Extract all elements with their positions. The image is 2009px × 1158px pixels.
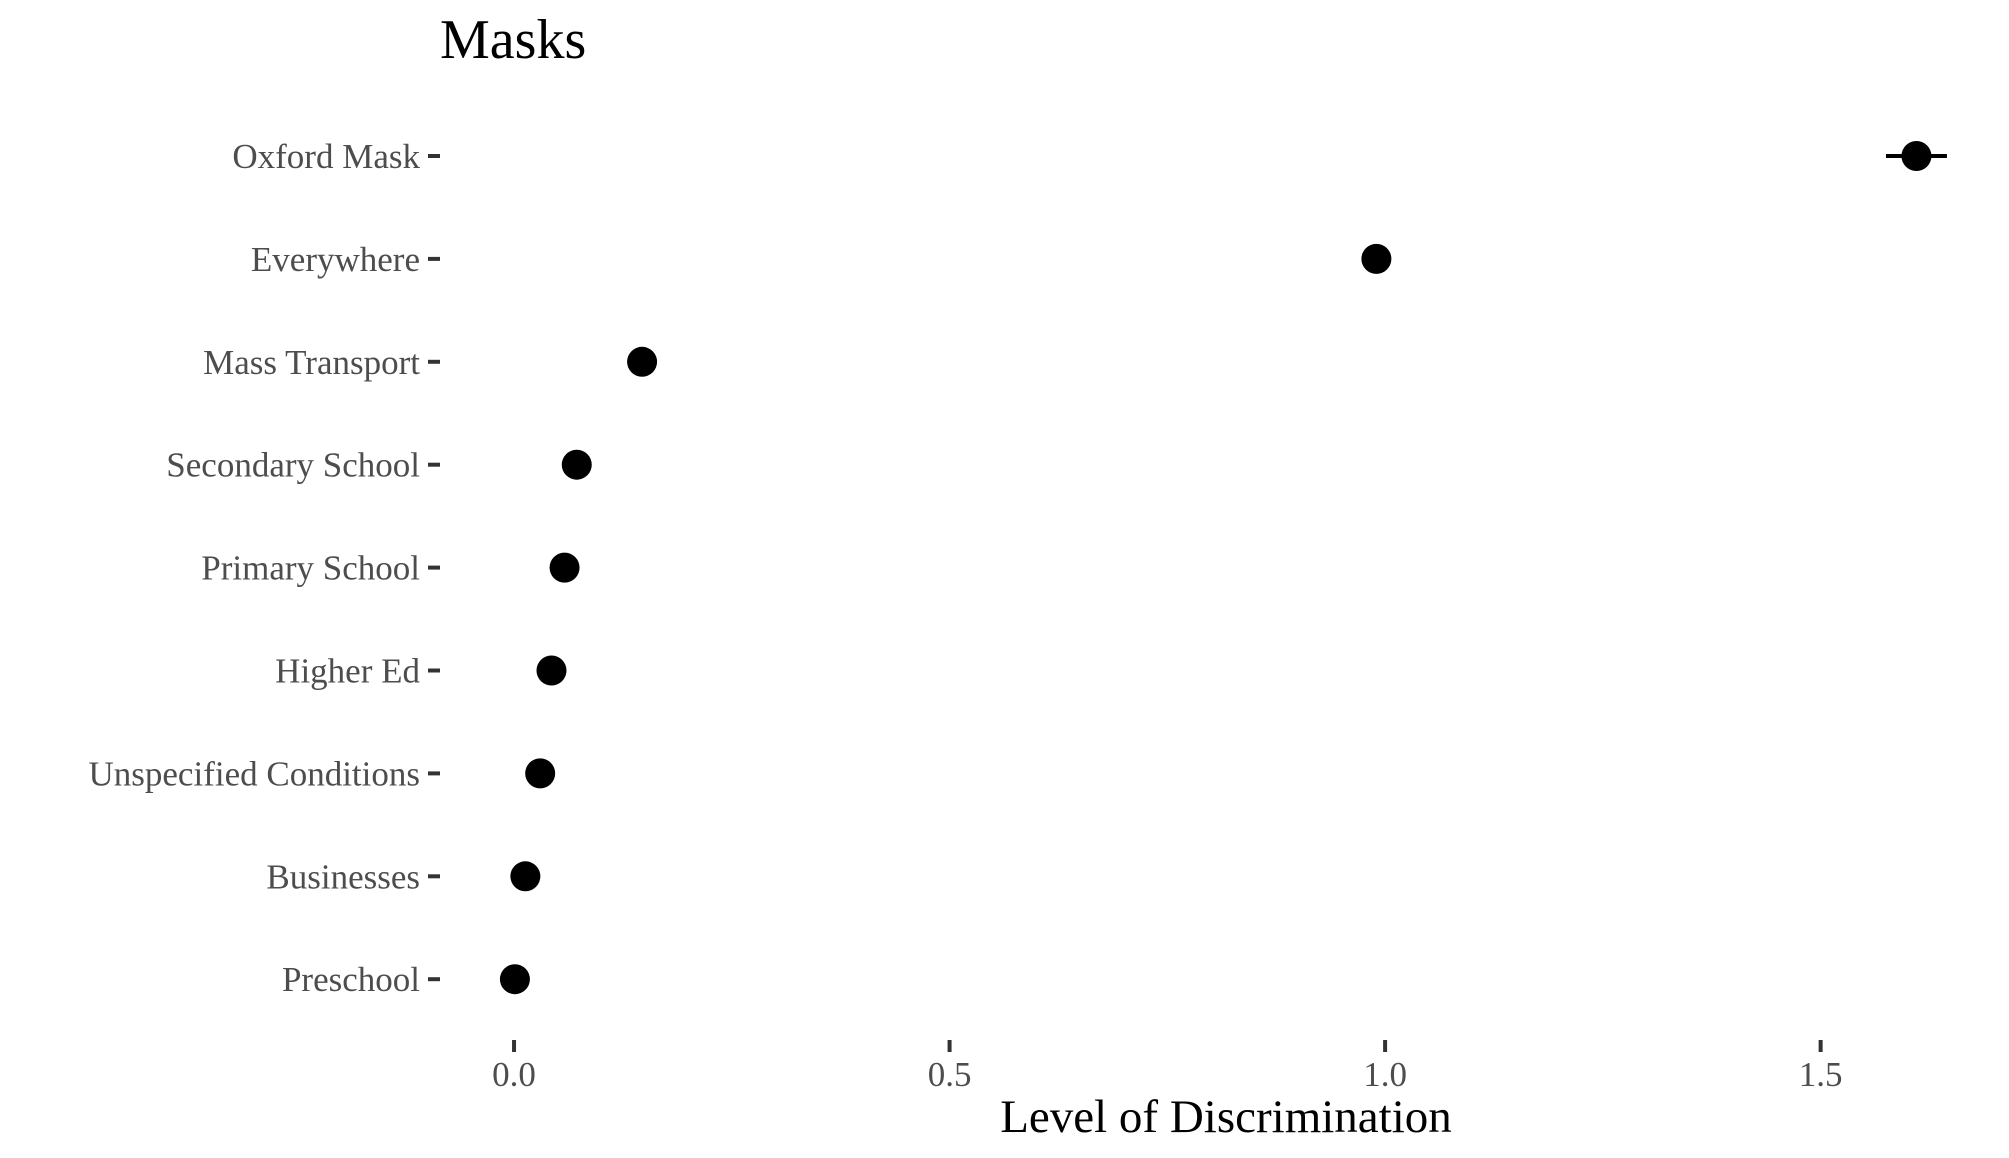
data-point [627,346,658,377]
chart-title: Masks [440,9,586,71]
y-tick-label: Unspecified Conditions [89,754,421,793]
x-tick-label: 1.5 [1799,1055,1843,1094]
y-tick-label: Higher Ed [275,652,420,691]
data-point [1901,141,1932,171]
x-tick-label: 0.0 [492,1055,536,1094]
x-tick-label: 0.5 [928,1055,972,1094]
y-tick-label: Mass Transport [203,343,420,382]
data-point [536,655,567,686]
y-tick-label: Primary School [201,549,420,588]
y-axis: Oxford Mask Everywhere Mass Transport Secon… [89,137,440,999]
data-point [525,758,556,789]
data-point [1361,243,1392,274]
x-axis: 0.0 0.5 1.0 1.5 [492,1040,1843,1094]
y-tick-label: Preschool [282,960,420,999]
data-point [549,552,580,583]
y-tick-label: Secondary School [166,446,420,485]
y-tick-label: Everywhere [251,240,420,279]
x-tick-label: 1.0 [1363,1055,1407,1094]
data-point [510,861,541,892]
data-point [499,964,530,995]
data-points [499,141,1932,995]
data-point [561,449,592,480]
y-tick-label: Oxford Mask [232,137,420,176]
x-axis-title: Level of Discrimination [1000,1091,1452,1143]
y-tick-label: Businesses [266,857,420,896]
